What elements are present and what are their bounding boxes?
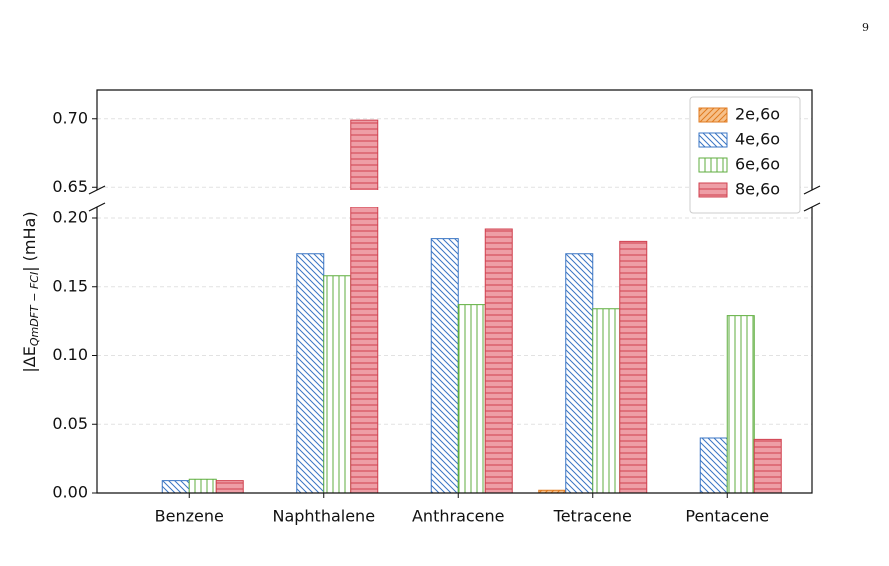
break-mark — [803, 185, 821, 195]
bar — [592, 308, 621, 493]
bar — [188, 478, 217, 493]
legend-label: 2e,6o — [735, 105, 780, 124]
bar — [457, 304, 486, 493]
y-tick-label: 0.00 — [52, 483, 88, 502]
legend-label: 4e,6o — [735, 130, 780, 149]
page-number: 9 — [862, 21, 869, 34]
bar — [215, 480, 244, 493]
y-tick-label: 0.05 — [52, 414, 88, 433]
x-tick-label: Anthracene — [412, 507, 505, 526]
x-tick-label: Tetracene — [553, 507, 632, 526]
y-tick-label: 0.65 — [52, 177, 88, 196]
bar — [699, 437, 728, 493]
bar — [565, 253, 594, 493]
bar — [161, 480, 190, 493]
bar-upper — [350, 119, 379, 190]
axis-frame-upper — [96, 89, 813, 190]
legend-label: 8e,6o — [735, 180, 780, 199]
break-mark — [803, 202, 821, 212]
y-tick-label: 0.10 — [52, 345, 88, 364]
y-label-main: |ΔE — [20, 346, 39, 372]
bar — [484, 228, 513, 493]
bar — [619, 240, 648, 493]
axis-frame-lower — [96, 207, 813, 494]
break-mark — [88, 185, 106, 195]
y-label-rest: | (mHa) — [20, 211, 39, 271]
bar — [350, 207, 379, 493]
bar — [753, 438, 782, 493]
x-tick-label: Pentacene — [685, 507, 769, 526]
y-tick-label: 0.20 — [52, 208, 88, 227]
y-tick-label: 0.70 — [52, 108, 88, 127]
x-tick-label: Benzene — [155, 507, 224, 526]
legend-swatch — [698, 107, 728, 123]
x-tick-label: Naphthalene — [272, 507, 375, 526]
bar — [323, 275, 352, 493]
legend-swatch — [698, 182, 728, 198]
y-axis-label: |ΔEQmDFT − FCI| (mHa) — [20, 211, 42, 372]
break-mark — [88, 202, 106, 212]
bar — [430, 238, 459, 493]
legend-swatch — [698, 132, 728, 148]
y-tick-label: 0.15 — [52, 276, 88, 295]
y-label-sub: QmDFT − FCI — [28, 272, 41, 346]
bar — [726, 315, 755, 493]
legend-swatch — [698, 157, 728, 173]
legend-label: 6e,6o — [735, 155, 780, 174]
bar — [296, 253, 325, 493]
